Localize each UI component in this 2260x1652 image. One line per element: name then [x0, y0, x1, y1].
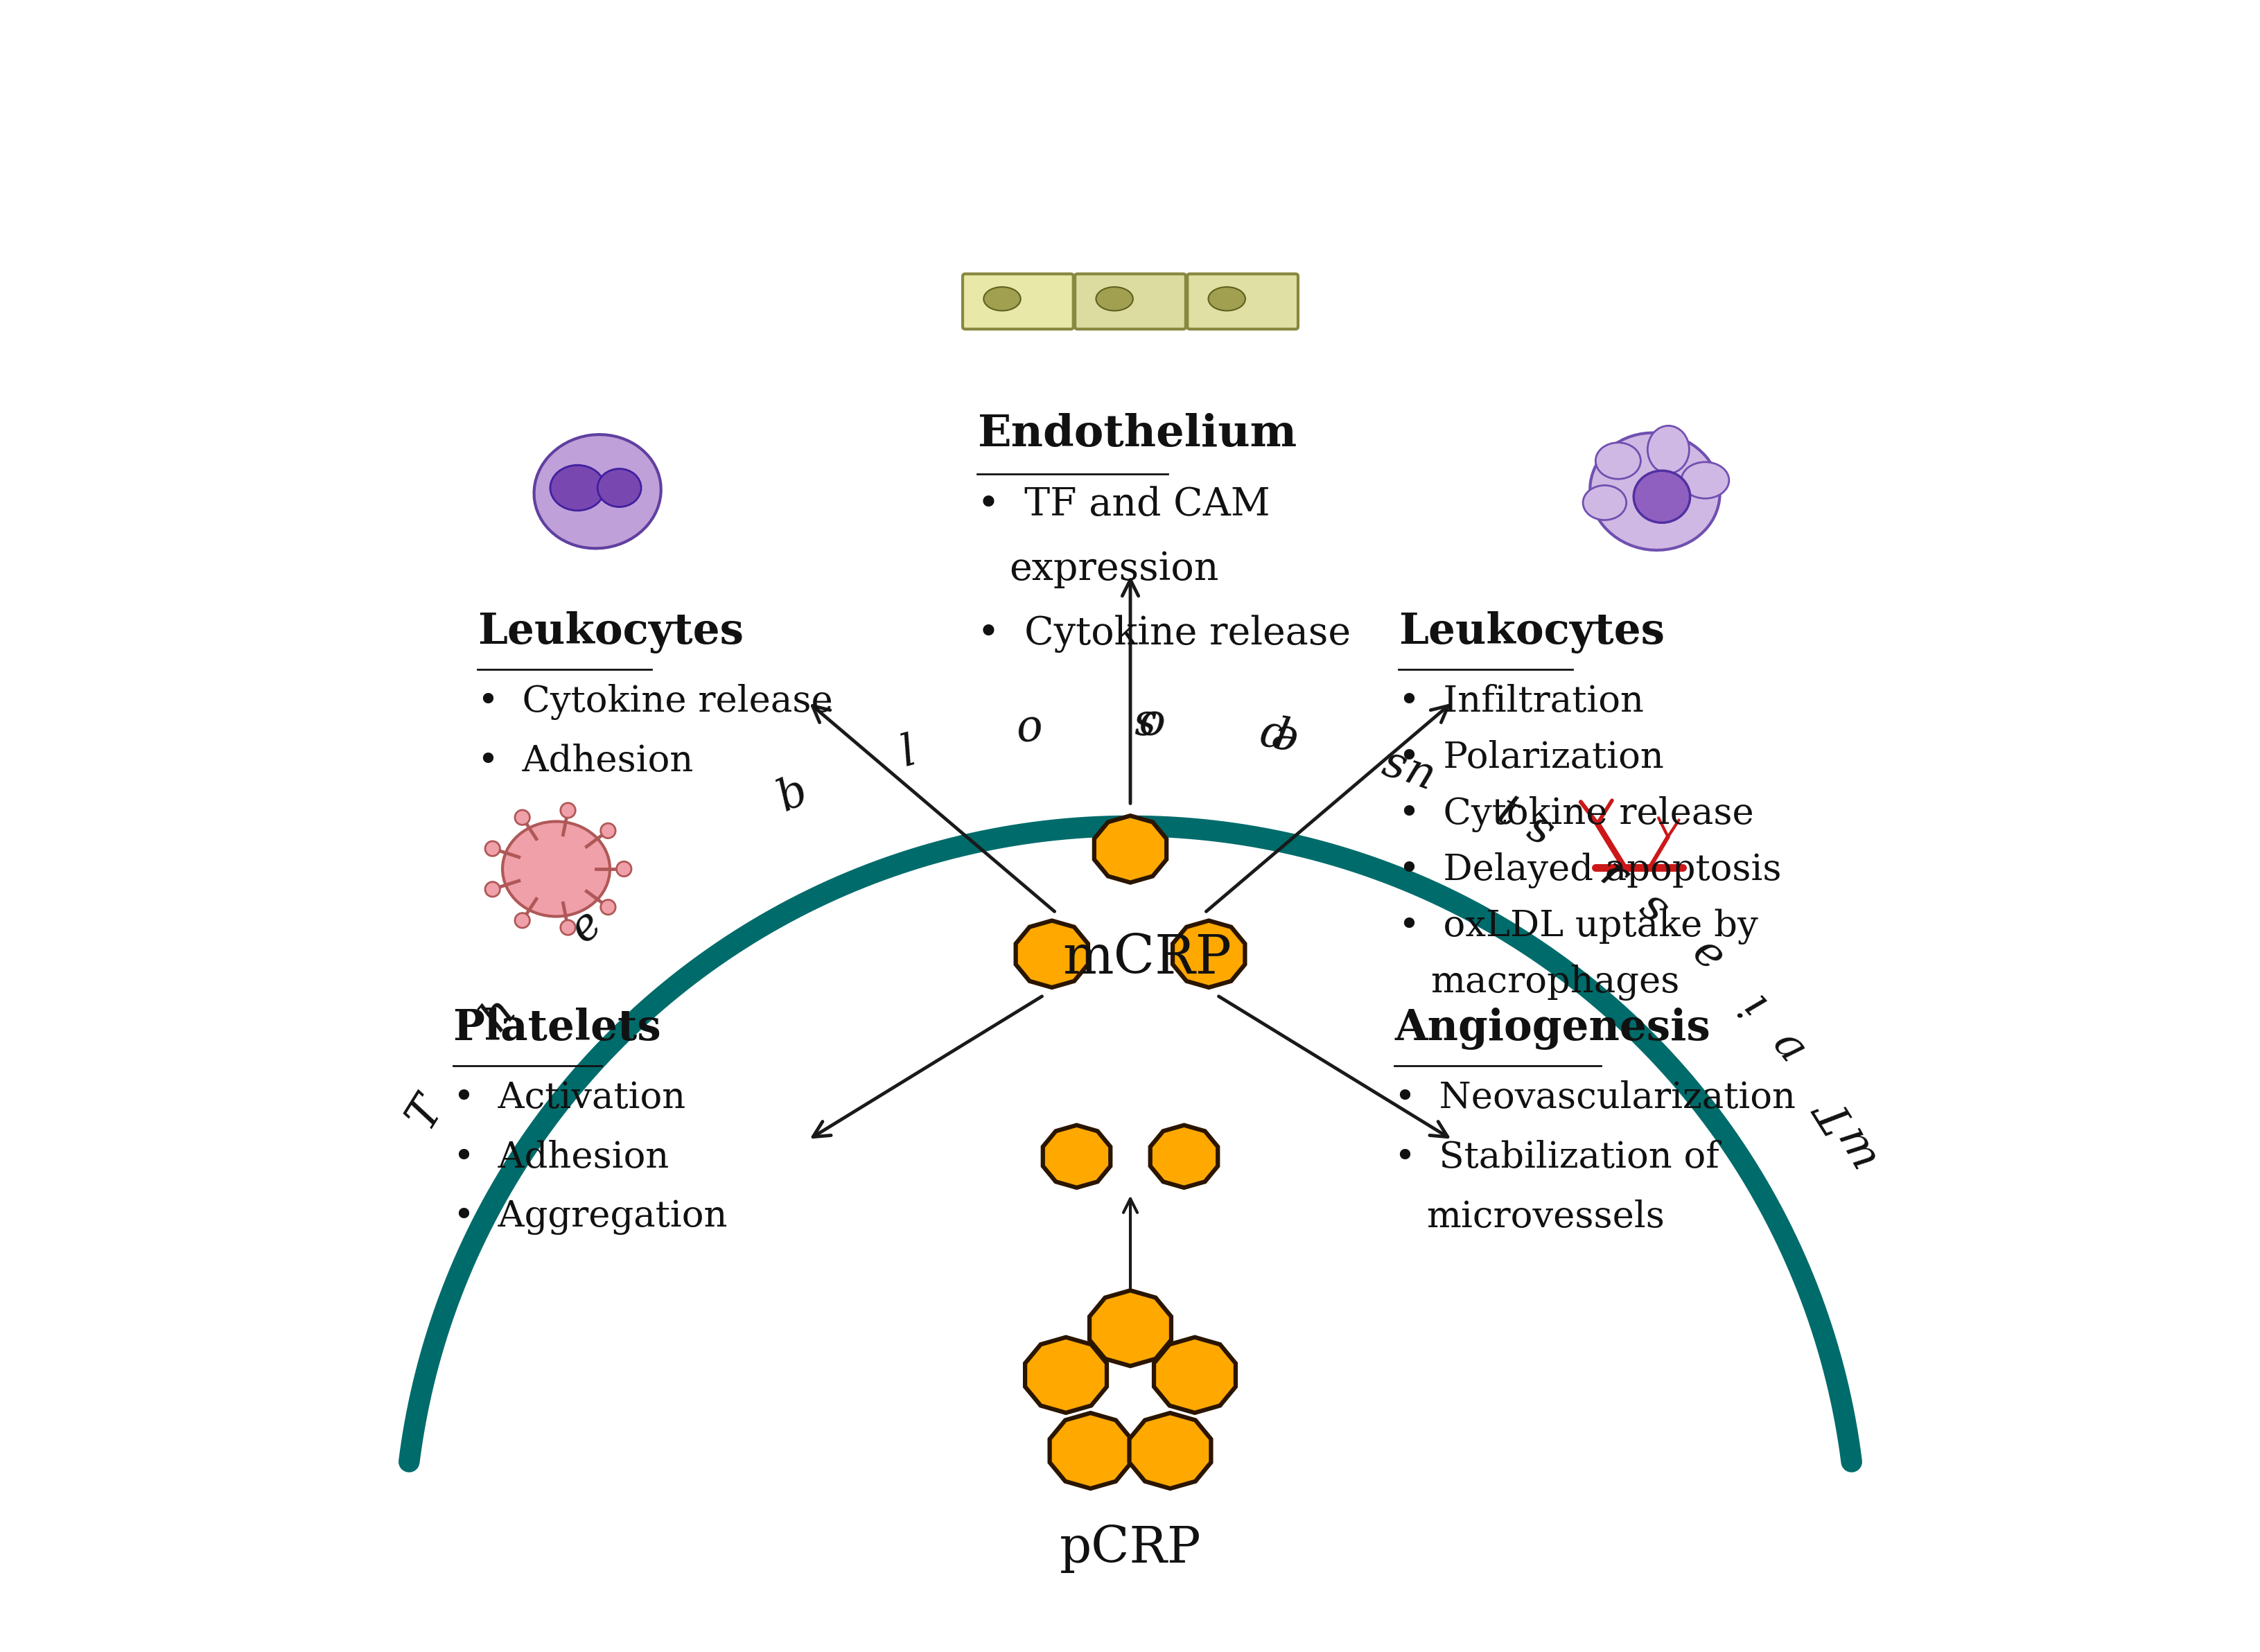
Circle shape [515, 914, 529, 928]
Text: •  oxLDL uptake by: • oxLDL uptake by [1399, 909, 1758, 945]
Text: •  Stabilization of: • Stabilization of [1394, 1140, 1720, 1175]
Polygon shape [1130, 1412, 1211, 1488]
Text: •  Delayed apoptosis: • Delayed apoptosis [1399, 852, 1781, 889]
Ellipse shape [1207, 287, 1245, 311]
Text: s: s [1629, 884, 1675, 932]
Text: •  Aggregation: • Aggregation [452, 1199, 728, 1234]
Ellipse shape [1582, 486, 1625, 520]
Text: u: u [1392, 748, 1435, 798]
Circle shape [601, 900, 615, 915]
FancyBboxPatch shape [963, 274, 1074, 329]
Text: mCRP: mCRP [1062, 932, 1232, 985]
Text: Angiogenesis: Angiogenesis [1394, 1008, 1711, 1051]
Text: •  Adhesion: • Adhesion [477, 743, 694, 778]
Polygon shape [1153, 1336, 1236, 1412]
Text: r: r [1591, 854, 1634, 900]
Text: o: o [1137, 702, 1166, 745]
Polygon shape [1024, 1336, 1107, 1412]
Text: a: a [1763, 1024, 1813, 1070]
Text: •  Polarization: • Polarization [1399, 740, 1663, 775]
Ellipse shape [983, 287, 1019, 311]
Polygon shape [1150, 1125, 1218, 1188]
Text: microvessels: microvessels [1426, 1199, 1663, 1234]
Text: l: l [895, 730, 920, 775]
Polygon shape [1042, 1125, 1110, 1188]
Ellipse shape [502, 821, 610, 917]
Text: d: d [1257, 712, 1293, 758]
Polygon shape [1015, 920, 1087, 988]
Text: Leukocytes: Leukocytes [477, 611, 744, 654]
Text: •  Neovascularization: • Neovascularization [1394, 1080, 1794, 1115]
Text: •  Cytokine release: • Cytokine release [477, 684, 834, 720]
Text: •  TF and CAM: • TF and CAM [976, 486, 1270, 524]
Ellipse shape [1596, 443, 1641, 479]
Circle shape [486, 882, 499, 897]
Text: Endothelium: Endothelium [976, 413, 1297, 456]
Circle shape [560, 920, 576, 935]
Text: •  Cytokine release: • Cytokine release [1399, 796, 1754, 833]
Text: e: e [563, 902, 610, 952]
Ellipse shape [597, 469, 642, 507]
Text: macrophages: macrophages [1431, 965, 1679, 1001]
Text: pCRP: pCRP [1060, 1523, 1200, 1573]
Text: Leukocytes: Leukocytes [1399, 611, 1663, 654]
Text: e: e [1681, 932, 1731, 980]
Text: •  Activation: • Activation [452, 1080, 685, 1115]
Text: t: t [1489, 790, 1526, 836]
Text: expression: expression [1008, 550, 1218, 588]
Circle shape [515, 809, 529, 824]
Circle shape [617, 862, 631, 876]
Polygon shape [1173, 920, 1245, 988]
Text: s: s [1132, 702, 1157, 745]
Ellipse shape [1648, 426, 1688, 474]
Text: •  Cytokine release: • Cytokine release [976, 615, 1351, 653]
Text: b: b [771, 770, 814, 819]
FancyBboxPatch shape [1186, 274, 1297, 329]
Circle shape [560, 803, 576, 818]
Ellipse shape [549, 466, 606, 510]
Circle shape [486, 841, 499, 856]
Circle shape [601, 823, 615, 838]
Text: •  Adhesion: • Adhesion [452, 1140, 669, 1175]
Ellipse shape [1634, 471, 1690, 522]
Text: T: T [1808, 1089, 1860, 1137]
Text: Platelets: Platelets [452, 1008, 662, 1049]
Ellipse shape [533, 434, 660, 548]
Text: i: i [1731, 983, 1772, 1023]
Text: o: o [1012, 705, 1044, 752]
Text: •  Infiltration: • Infiltration [1399, 684, 1643, 719]
Text: T: T [400, 1089, 452, 1137]
Text: m: m [1826, 1122, 1885, 1180]
Ellipse shape [1096, 287, 1132, 311]
Polygon shape [1094, 816, 1166, 882]
Ellipse shape [1681, 463, 1729, 499]
Text: h: h [472, 990, 524, 1039]
Text: s: s [1376, 742, 1410, 790]
Text: e: e [1266, 714, 1297, 760]
Text: s: s [1519, 806, 1559, 854]
Polygon shape [1089, 1290, 1171, 1366]
Polygon shape [1049, 1412, 1130, 1488]
FancyBboxPatch shape [1076, 274, 1184, 329]
Ellipse shape [1589, 433, 1720, 550]
